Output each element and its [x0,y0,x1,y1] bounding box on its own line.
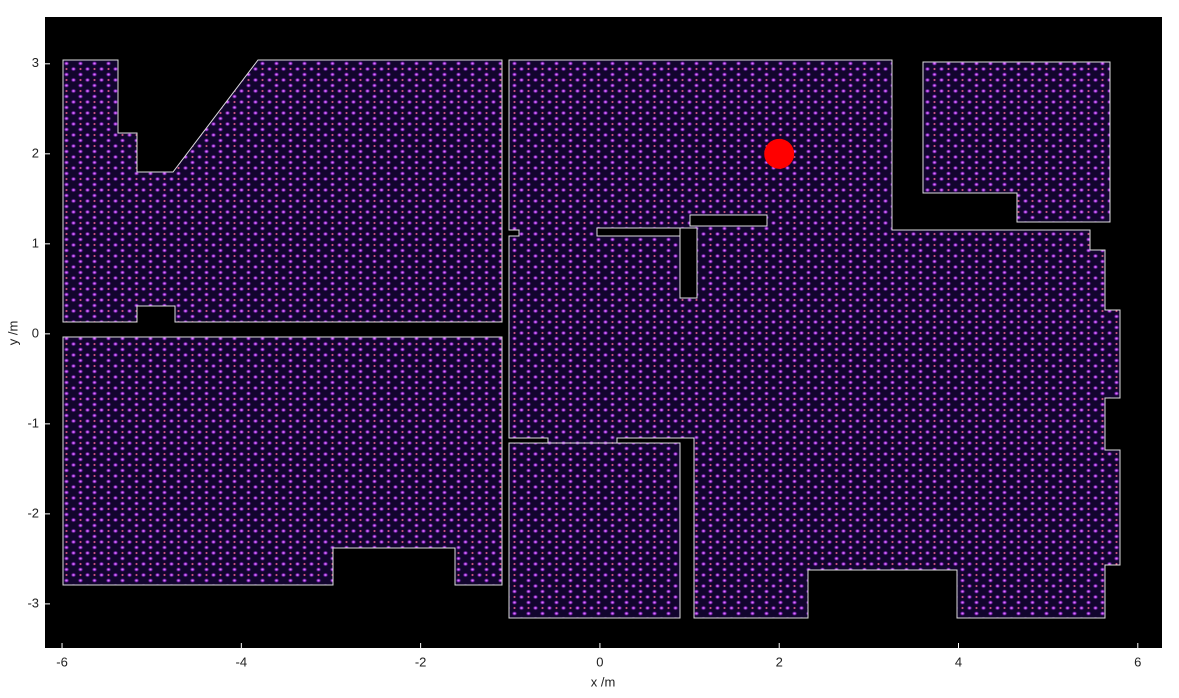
y-tick-label: 3 [32,55,39,70]
source-marker [764,138,795,169]
y-tick-label: 1 [32,235,39,250]
y-tick-label: 0 [32,325,39,340]
interior-wall [689,214,768,227]
room [62,59,503,323]
x-tick-label: 6 [1134,654,1141,669]
room [922,61,1111,223]
room [508,442,681,619]
x-tick-label: -2 [415,654,427,669]
y-tick-label: 2 [32,145,39,160]
room [62,336,503,586]
y-axis-label: y /m [5,321,20,346]
x-tick-label: 4 [955,654,962,669]
y-tick-label: -2 [27,505,39,520]
interior-wall [596,227,691,237]
interior-wall [679,227,698,299]
x-tick-label: 0 [596,654,603,669]
room [508,59,1121,619]
y-tick-label: -1 [27,415,39,430]
x-tick-label: 2 [776,654,783,669]
x-tick-label: -4 [236,654,248,669]
x-axis-label: x /m [591,674,616,689]
y-tick-label: -3 [27,595,39,610]
floor-plan [62,59,1121,619]
x-tick-label: -6 [56,654,68,669]
